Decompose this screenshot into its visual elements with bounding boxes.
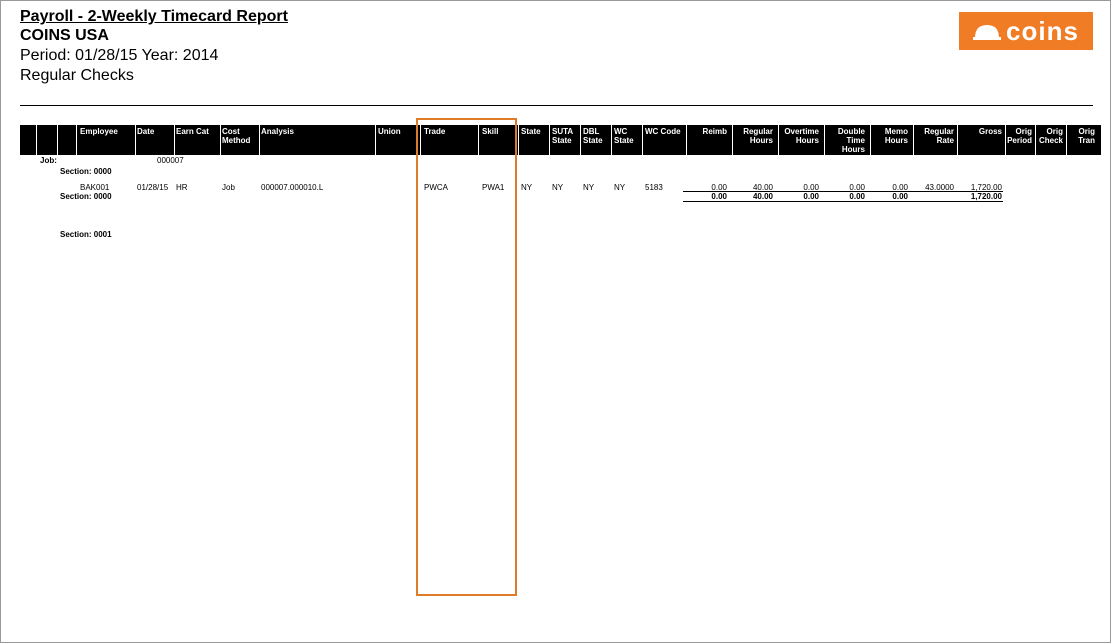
column-separator — [57, 125, 58, 155]
column-separator — [1035, 125, 1036, 155]
column-header: Regular Rate — [924, 127, 954, 145]
coins-logo: coins — [959, 12, 1093, 50]
job-number: 000007 — [157, 156, 184, 165]
logo-text: coins — [1006, 15, 1079, 46]
table-cell: 0.00 — [711, 183, 727, 192]
column-header: Memo Hours — [884, 127, 908, 145]
column-header: State — [521, 127, 541, 136]
column-header: Employee — [80, 127, 118, 136]
column-header: Cost Method — [222, 127, 251, 145]
column-header: DBL State — [583, 127, 603, 145]
column-header: Double Time Hours — [837, 127, 865, 154]
column-separator — [174, 125, 175, 155]
column-header: Earn Cat — [176, 127, 209, 136]
column-separator — [870, 125, 871, 155]
column-header: Orig Tran — [1078, 127, 1095, 145]
column-separator — [259, 125, 260, 155]
column-header: Trade — [424, 127, 446, 136]
column-separator — [549, 125, 550, 155]
column-header: Overtime Hours — [784, 127, 819, 145]
company-name: COINS USA — [20, 27, 109, 44]
column-separator — [778, 125, 779, 155]
column-header: WC State — [614, 127, 634, 145]
report-title: Payroll - 2-Weekly Timecard Report — [20, 8, 288, 25]
section-label: Section: 0000 — [60, 167, 112, 176]
column-separator — [913, 125, 914, 155]
column-header-bar — [20, 125, 1101, 155]
column-header: Skill — [482, 127, 499, 136]
table-cell: NY — [583, 183, 595, 192]
check-type: Regular Checks — [20, 67, 134, 84]
column-separator — [642, 125, 643, 155]
column-separator — [824, 125, 825, 155]
table-cell: NY — [552, 183, 564, 192]
section-total-value: 1,720.00 — [970, 192, 1002, 201]
column-header: Date — [137, 127, 155, 136]
column-header: Orig Check — [1038, 127, 1063, 145]
table-cell: HR — [176, 183, 188, 192]
section-total-value: 40.00 — [752, 192, 773, 201]
column-separator — [375, 125, 376, 155]
column-separator — [1005, 125, 1006, 155]
section-total-value: 0.00 — [803, 192, 819, 201]
table-cell: 43.0000 — [925, 183, 954, 192]
section-label: Section: 0001 — [60, 230, 112, 239]
column-header: Orig Period — [1007, 127, 1032, 145]
column-separator — [478, 125, 479, 155]
column-header: Union — [378, 127, 401, 136]
column-separator — [518, 125, 519, 155]
column-separator — [957, 125, 958, 155]
table-cell: 01/28/15 — [137, 183, 169, 192]
table-cell: 0.00 — [892, 183, 908, 192]
table-cell: NY — [521, 183, 533, 192]
section-total-rule — [683, 191, 1003, 192]
table-cell: 5183 — [645, 183, 663, 192]
section-total-value: 0.00 — [892, 192, 908, 201]
table-cell: 1,720.00 — [970, 183, 1002, 192]
report-period: Period: 01/28/15 Year: 2014 — [20, 47, 219, 64]
table-cell: Job — [222, 183, 235, 192]
section-total-value: 0.00 — [711, 192, 727, 201]
column-separator — [732, 125, 733, 155]
column-header: Gross — [978, 127, 1002, 136]
table-cell: BAK001 — [80, 183, 110, 192]
column-separator — [580, 125, 581, 155]
column-separator — [686, 125, 687, 155]
hardhat-icon — [973, 25, 1002, 40]
job-label: Job: — [40, 156, 57, 165]
table-cell: PWA1 — [482, 183, 505, 192]
section-total-value: 0.00 — [849, 192, 865, 201]
table-cell: 0.00 — [849, 183, 865, 192]
column-separator — [420, 125, 421, 155]
column-header: Reimb — [702, 127, 727, 136]
table-cell: NY — [614, 183, 626, 192]
header-rule — [20, 105, 1093, 106]
column-separator — [135, 125, 136, 155]
table-cell: 000007.000010.L — [261, 183, 324, 192]
table-cell: 40.00 — [752, 183, 773, 192]
section-total-label: Section: 0000 — [60, 192, 112, 201]
column-separator — [611, 125, 612, 155]
column-separator — [76, 125, 77, 155]
column-header: WC Code — [645, 127, 681, 136]
column-header: Analysis — [261, 127, 294, 136]
section-total-rule — [683, 201, 1003, 202]
column-separator — [220, 125, 221, 155]
column-separator — [36, 125, 37, 155]
trade-skill-highlight — [416, 118, 517, 596]
column-header: Regular Hours — [743, 127, 773, 145]
column-separator — [1066, 125, 1067, 155]
column-header: SUTA State — [552, 127, 574, 145]
table-cell: PWCA — [424, 183, 448, 192]
table-cell: 0.00 — [803, 183, 819, 192]
